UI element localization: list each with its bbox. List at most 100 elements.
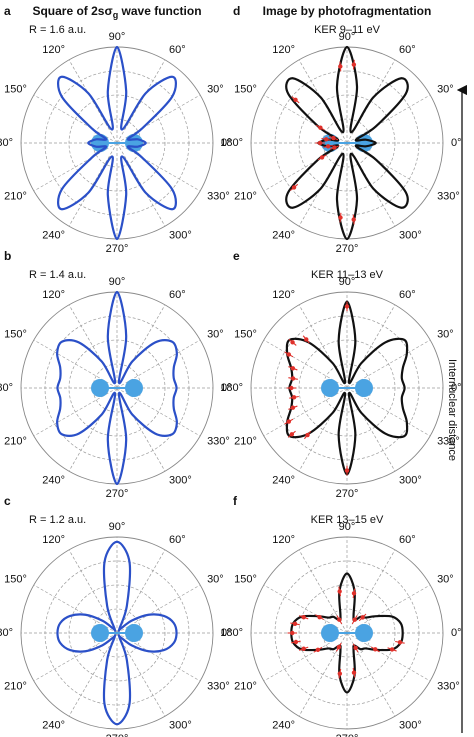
data-point	[289, 432, 295, 437]
theta-tick-label: 240°	[272, 720, 295, 732]
theta-tick-label: 30°	[437, 573, 454, 585]
data-point	[289, 385, 294, 391]
theta-tick-label: 150°	[4, 573, 27, 585]
theta-tick-label: 180°	[220, 627, 243, 639]
theta-tick-label: 60°	[169, 534, 186, 546]
subtitle: KER 11–13 eV	[311, 269, 384, 281]
theta-tick-label: 150°	[4, 83, 27, 95]
nucleus	[91, 379, 109, 397]
theta-tick-label: 90°	[109, 31, 126, 43]
data-point	[318, 125, 323, 130]
data-point	[290, 366, 296, 371]
theta-tick-label: 120°	[42, 534, 65, 546]
panel-title: Image by photofragmentation	[263, 4, 432, 18]
nucleus	[355, 134, 373, 152]
theta-tick-label: 30°	[207, 328, 224, 340]
data-point	[290, 405, 296, 410]
nucleus	[355, 379, 373, 397]
theta-tick-label: 330°	[437, 435, 460, 447]
data-point	[353, 645, 358, 651]
theta-tick-label: 210°	[234, 680, 257, 692]
theta-tick-label: 240°	[42, 475, 65, 487]
title-subscript: g	[113, 10, 119, 20]
theta-tick-label: 330°	[437, 680, 460, 692]
panel-label: a	[4, 4, 11, 18]
data-point	[290, 376, 296, 381]
theta-tick-label: 30°	[437, 83, 454, 95]
data-point	[290, 340, 295, 345]
data-point	[293, 639, 299, 645]
theta-tick-label: 270°	[106, 488, 129, 500]
data-point	[301, 615, 306, 620]
theta-tick-label: 270°	[336, 733, 359, 737]
theta-tick-label: 300°	[399, 720, 422, 732]
theta-tick-label: 330°	[437, 190, 460, 202]
data-point	[319, 155, 325, 160]
theta-tick-label: 60°	[169, 44, 186, 56]
data-point	[324, 137, 329, 142]
theta-tick-label: 120°	[42, 44, 65, 56]
theta-tick-label: 330°	[207, 680, 230, 692]
data-point	[351, 670, 357, 675]
theta-tick-label: 210°	[4, 680, 27, 692]
theta-tick-label: 210°	[4, 190, 27, 202]
nucleus	[321, 624, 339, 642]
theta-tick-label: 150°	[4, 328, 27, 340]
theta-tick-label: 180°	[0, 627, 13, 639]
theta-tick-label: 210°	[4, 435, 27, 447]
data-point	[338, 215, 343, 220]
nucleus	[125, 379, 143, 397]
data-point	[291, 185, 297, 190]
panel-label: f	[233, 494, 238, 508]
theta-tick-label: 240°	[42, 230, 65, 242]
data-point	[292, 621, 298, 627]
theta-tick-label: 270°	[106, 243, 129, 255]
theta-tick-label: 0°	[221, 627, 232, 639]
subtitle: R = 1.6 a.u.	[29, 24, 86, 36]
theta-tick-label: 150°	[234, 328, 257, 340]
data-point	[351, 591, 357, 596]
theta-tick-label: 30°	[437, 328, 454, 340]
title-text: Image by photofragmentation	[263, 4, 432, 18]
theta-tick-label: 120°	[272, 289, 295, 301]
theta-tick-label: 90°	[109, 276, 126, 288]
theta-tick-label: 240°	[272, 230, 295, 242]
data-point	[291, 395, 297, 400]
nucleus	[91, 134, 109, 152]
title-end: wave function	[118, 4, 201, 18]
polar-curve	[56, 45, 178, 241]
data-point	[338, 64, 343, 69]
theta-tick-label: 0°	[221, 137, 232, 149]
polar-curve	[56, 290, 178, 486]
data-point	[344, 304, 350, 309]
data-point	[293, 97, 298, 103]
theta-tick-label: 330°	[207, 435, 230, 447]
theta-tick-label: 270°	[336, 243, 359, 255]
theta-tick-label: 270°	[336, 488, 359, 500]
theta-tick-label: 0°	[221, 382, 232, 394]
theta-tick-label: 210°	[234, 435, 257, 447]
theta-tick-label: 0°	[451, 137, 462, 149]
theta-tick-label: 300°	[169, 475, 192, 487]
data-point	[397, 640, 403, 645]
subtitle: R = 1.4 a.u.	[29, 269, 86, 281]
grid-spoke	[68, 632, 118, 717]
theta-tick-label: 300°	[169, 230, 192, 242]
theta-tick-label: 330°	[207, 190, 230, 202]
theta-tick-label: 90°	[339, 521, 356, 533]
data-point	[325, 144, 331, 149]
theta-tick-label: 90°	[339, 31, 356, 43]
subtitle: R = 1.2 a.u.	[29, 514, 86, 526]
data-point	[351, 217, 356, 222]
theta-tick-label: 240°	[272, 475, 295, 487]
theta-tick-label: 300°	[169, 720, 192, 732]
data-point	[337, 671, 343, 676]
theta-tick-label: 150°	[234, 573, 257, 585]
theta-tick-label: 60°	[399, 289, 416, 301]
grid-spoke	[116, 632, 166, 717]
theta-tick-label: 300°	[399, 230, 422, 242]
title-text: Square of 2sσ	[32, 4, 112, 18]
theta-tick-label: 180°	[220, 137, 243, 149]
data-point	[315, 647, 321, 652]
